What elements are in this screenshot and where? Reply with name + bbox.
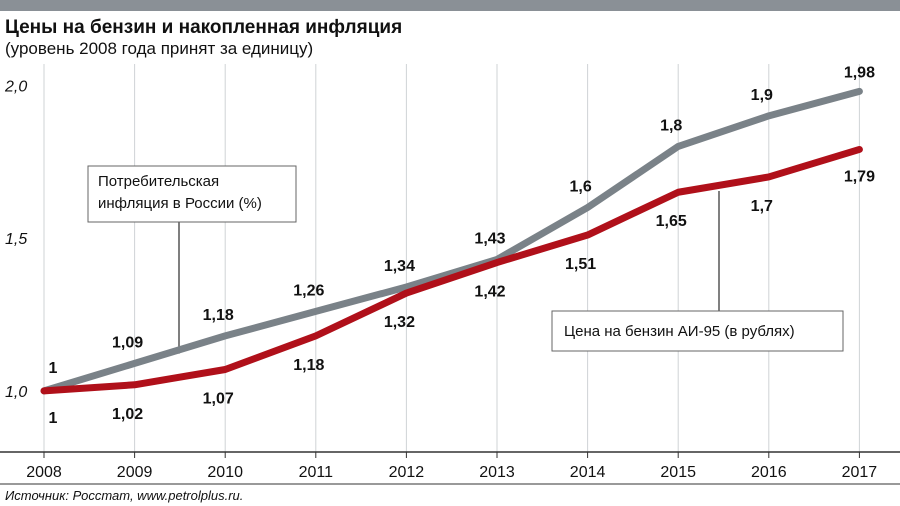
- x-tick-label-2010: 2010: [207, 464, 243, 481]
- data-label-inflation-2014: 1,6: [569, 179, 591, 196]
- x-tick-label-2016: 2016: [751, 464, 787, 481]
- data-labels: 1 1,09 1,18 1,26 1,34 1,43 1,6 1,8 1,9 1,98 1 1,02 1…: [49, 64, 876, 426]
- x-tick-label-2009: 2009: [117, 464, 153, 481]
- data-label-gasoline-2012: 1,32: [384, 314, 415, 331]
- x-tick-label-2011: 2011: [299, 464, 334, 481]
- top-bar: [0, 0, 900, 11]
- legend-box-inflation: [87, 165, 297, 223]
- series-lines: [40, 87, 863, 395]
- data-label-inflation-2012: 1,34: [384, 258, 415, 275]
- legend-label-inflation: инфляция в России (%): [98, 195, 262, 212]
- grid: [43, 64, 860, 452]
- data-label-inflation-2015: 1,8: [660, 117, 682, 134]
- y-tick-label: 2,0: [4, 78, 27, 95]
- data-label-gasoline-2014: 1,51: [565, 256, 596, 273]
- x-tick-label-2008: 2008: [26, 464, 62, 481]
- x-tick-label-2015: 2015: [660, 464, 696, 481]
- legend-box-gasoline: [551, 310, 844, 352]
- legend-label-inflation: Потребительская: [98, 173, 219, 190]
- x-tick-label-2017: 2017: [842, 464, 878, 481]
- data-label-inflation-2016: 1,9: [751, 87, 773, 104]
- data-label-gasoline-2009: 1,02: [112, 406, 143, 423]
- legend: Потребительская инфляция в России (%) Цена…: [87, 165, 844, 352]
- y-tick-label: 1,0: [5, 384, 27, 401]
- data-label-inflation-2008: 1: [49, 360, 58, 377]
- legend-leaders: [178, 191, 720, 354]
- data-label-gasoline-2011: 1,18: [293, 357, 324, 374]
- x-tick-label-2012: 2012: [389, 464, 425, 481]
- chart-subtitle: (уровень 2008 года принят за единицу): [5, 39, 313, 58]
- data-label-gasoline-2016: 1,7: [751, 198, 773, 215]
- data-label-inflation-2013: 1,43: [474, 230, 505, 247]
- x-tick-label-2014: 2014: [570, 464, 606, 481]
- data-label-inflation-2017: 1,98: [844, 64, 875, 81]
- data-label-gasoline-2015: 1,65: [656, 213, 687, 230]
- data-label-gasoline-2008: 1: [49, 410, 58, 427]
- data-label-gasoline-2017: 1,79: [844, 168, 875, 185]
- data-label-inflation-2009: 1,09: [112, 334, 143, 351]
- series-line-inflation: [40, 87, 863, 395]
- y-tick-label: 1,5: [5, 231, 27, 248]
- x-tick-label-2013: 2013: [479, 464, 515, 481]
- data-label-inflation-2010: 1,18: [203, 307, 234, 324]
- chart-title: Цены на бензин и накопленная инфляция: [5, 17, 402, 38]
- series-line-gasoline: [40, 145, 863, 395]
- legend-label-gasoline: Цена на бензин АИ-95 (в рублях): [564, 323, 795, 340]
- data-label-gasoline-2013: 1,42: [474, 284, 505, 301]
- source-note: Источник: Росстат, www.petrolplus.ru.: [5, 488, 243, 503]
- data-label-inflation-2011: 1,26: [293, 282, 324, 299]
- axes: 1,0 1,5 2,0 2008 2009 2010 2011 2012 2013 2014 201…: [0, 78, 900, 485]
- data-label-gasoline-2010: 1,07: [203, 390, 234, 407]
